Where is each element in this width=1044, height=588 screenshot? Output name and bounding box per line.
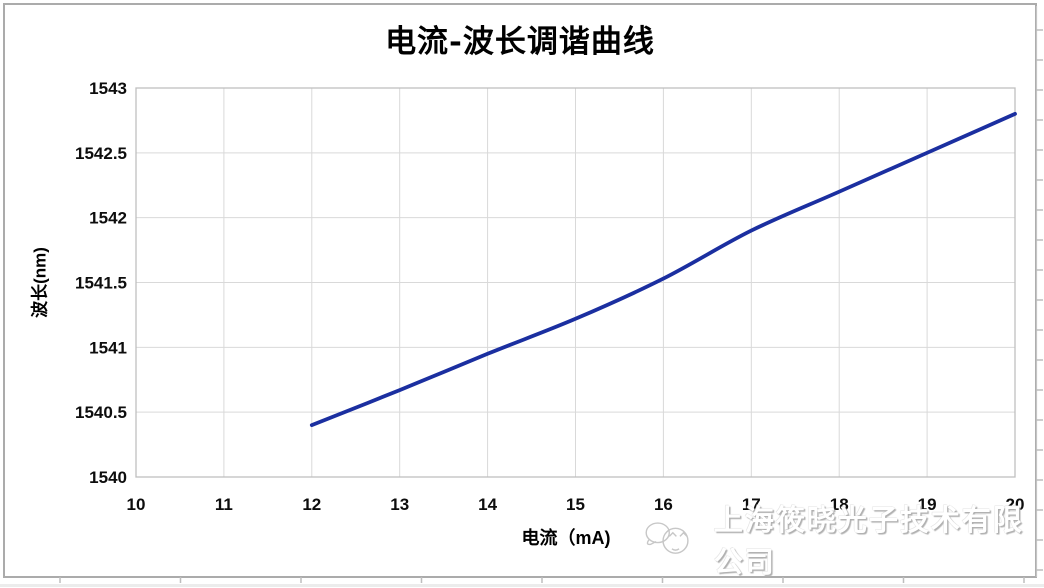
- series-line-wavelength: [309, 112, 1017, 427]
- x-tick-label: 15: [566, 495, 585, 514]
- chart-frame-border: [3, 3, 1037, 578]
- y-tick-label: 1542: [89, 209, 127, 228]
- x-tick-label: 20: [1006, 495, 1025, 514]
- x-tick-label: 17: [742, 495, 761, 514]
- y-tick-label: 1540.5: [75, 403, 127, 422]
- watermark-text: 上海筱晓光子技术有限公司: [713, 505, 1024, 579]
- x-tick-label: 14: [478, 495, 497, 514]
- y-axis-label: 波长(nm): [30, 247, 50, 318]
- x-tick-label: 18: [830, 495, 849, 514]
- plot-area-border: [135, 87, 1016, 478]
- chart-title: 电流-波长调谐曲线: [385, 24, 655, 60]
- spreadsheet-row-hint: [0, 584, 1044, 587]
- x-tick-label: 12: [302, 495, 321, 514]
- y-tick-label: 1542.5: [75, 144, 127, 163]
- x-tick-label: 10: [127, 495, 146, 514]
- y-tick-label: 1543: [89, 79, 127, 98]
- x-tick-label: 11: [215, 495, 233, 514]
- x-tick-label: 19: [918, 495, 937, 514]
- x-tick-label: 13: [390, 495, 409, 514]
- y-tick-label: 1541: [89, 338, 127, 357]
- x-tick-label: 16: [654, 495, 673, 514]
- chick-mascot-logo-icon: [645, 522, 689, 554]
- y-tick-label: 1541.5: [75, 274, 127, 293]
- x-axis-label: 电流（mA): [521, 528, 611, 548]
- watermark: 上海筱晓光子技术有限公司: [640, 505, 1044, 579]
- y-tick-label: 1540: [89, 468, 127, 487]
